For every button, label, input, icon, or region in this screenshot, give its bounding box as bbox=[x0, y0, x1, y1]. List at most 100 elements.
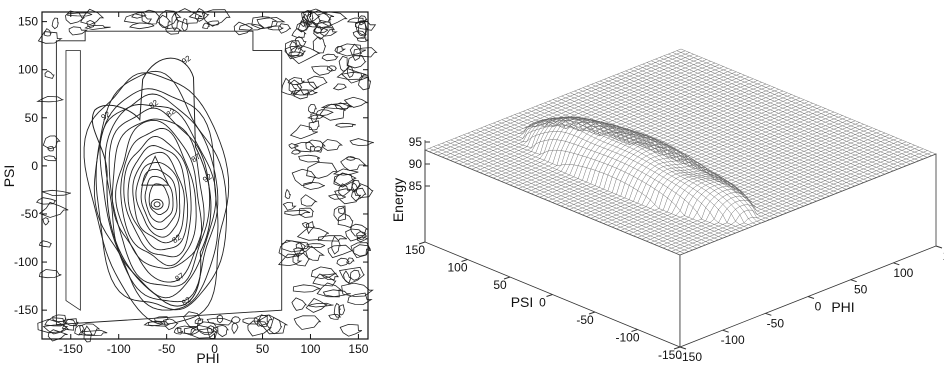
noise-contour bbox=[347, 54, 367, 69]
noise-contour bbox=[288, 143, 299, 149]
noise-contour bbox=[308, 104, 317, 114]
noise-contour bbox=[217, 324, 229, 338]
noise-contour bbox=[291, 28, 307, 38]
mesh-line-phi bbox=[642, 63, 898, 170]
noise-contour bbox=[298, 207, 315, 218]
noise-contour bbox=[61, 318, 78, 331]
noise-contour bbox=[251, 16, 278, 30]
noise-contour bbox=[346, 257, 355, 265]
noise-contour bbox=[349, 138, 374, 147]
contour-value-label: 92 bbox=[180, 53, 193, 66]
phi-tick-label: -150 bbox=[678, 350, 702, 364]
mesh-line-phi bbox=[471, 131, 727, 237]
noise-contour bbox=[313, 25, 323, 35]
noise-contour bbox=[351, 179, 362, 192]
mesh-line-phi bbox=[604, 79, 860, 185]
noise-contour bbox=[308, 20, 319, 28]
noise-contour bbox=[183, 311, 202, 328]
x-tick-label: -150 bbox=[59, 342, 83, 356]
psi-tick-label: 150 bbox=[405, 243, 425, 257]
noise-contour bbox=[337, 206, 346, 215]
y-axis-label: PSI bbox=[1, 165, 17, 188]
noise-contour bbox=[338, 304, 346, 316]
noise-contour bbox=[343, 270, 352, 284]
contour-line bbox=[140, 168, 178, 231]
mesh-line-phi bbox=[638, 65, 894, 172]
mesh-line-phi bbox=[680, 48, 937, 155]
noise-contour bbox=[74, 324, 86, 336]
x-tick-label: 0 bbox=[211, 342, 218, 356]
mesh-line-phi bbox=[655, 58, 911, 165]
noise-contour bbox=[331, 235, 341, 255]
psi-tick-label: 100 bbox=[447, 261, 467, 275]
mesh-line-phi bbox=[523, 111, 779, 217]
mesh-line-phi bbox=[531, 107, 787, 214]
noise-contour bbox=[284, 209, 311, 216]
contour-line-92 bbox=[91, 57, 212, 307]
mesh-line-phi bbox=[570, 92, 826, 199]
noise-contour bbox=[188, 10, 210, 20]
mesh-line-phi bbox=[668, 53, 924, 160]
noise-contour bbox=[321, 53, 339, 62]
mesh-line-phi bbox=[676, 50, 932, 156]
outer-contour bbox=[65, 50, 81, 311]
noise-contour bbox=[67, 12, 93, 17]
noise-contour bbox=[37, 31, 63, 44]
box-left-face bbox=[424, 149, 681, 348]
noise-contour bbox=[156, 10, 182, 28]
noise-contour bbox=[305, 245, 325, 261]
noise-contour bbox=[321, 139, 343, 151]
y-tick-label: 100 bbox=[18, 63, 38, 77]
noise-contour bbox=[306, 12, 314, 26]
z-tick-label: 95 bbox=[409, 135, 423, 149]
noise-contour bbox=[350, 242, 371, 259]
noise-contour bbox=[171, 12, 180, 31]
mesh-line-phi bbox=[454, 137, 710, 244]
psi-tick-mark bbox=[588, 311, 596, 315]
contour-line bbox=[111, 118, 205, 283]
noise-contour bbox=[141, 9, 161, 25]
noise-contour bbox=[338, 55, 350, 72]
x-tick-label: -100 bbox=[107, 342, 131, 356]
contour-value-label: 82 bbox=[165, 106, 178, 119]
mesh-line-phi bbox=[672, 52, 928, 158]
contour-line bbox=[135, 162, 181, 238]
mesh-line-phi bbox=[459, 136, 715, 242]
local-contour bbox=[141, 155, 170, 186]
noise-contour bbox=[346, 156, 357, 161]
noise-contour bbox=[334, 188, 362, 205]
y-tick-label: 0 bbox=[31, 159, 38, 173]
contour-line bbox=[93, 88, 219, 311]
noise-contour bbox=[294, 141, 316, 153]
mesh-line-phi bbox=[467, 132, 723, 239]
mesh-line-phi bbox=[587, 85, 843, 192]
noise-contour bbox=[301, 222, 310, 228]
phi-tick-label: -100 bbox=[721, 333, 745, 347]
noise-contour bbox=[339, 323, 363, 337]
y-tick-label: 50 bbox=[25, 111, 39, 125]
noise-contour bbox=[206, 325, 219, 339]
mesh-line-phi bbox=[510, 116, 766, 222]
mesh-line-phi bbox=[599, 80, 855, 187]
noise-contour bbox=[306, 161, 338, 179]
noise-contour bbox=[173, 327, 184, 335]
noise-contour bbox=[43, 155, 58, 162]
noise-contour bbox=[347, 292, 373, 305]
mesh-line-phi bbox=[446, 141, 702, 247]
contour-value-label: 82 bbox=[170, 232, 183, 245]
contour-line bbox=[95, 70, 228, 311]
contour-lines bbox=[36, 7, 378, 343]
psi-tick-mark bbox=[461, 259, 468, 262]
phi-tick-mark bbox=[893, 262, 900, 266]
noise-contour bbox=[269, 316, 283, 335]
noise-contour bbox=[277, 253, 303, 267]
z-tick-label: 85 bbox=[409, 179, 423, 193]
noise-contour bbox=[158, 14, 172, 29]
noise-contour bbox=[317, 11, 348, 27]
contour-value-label: 87 bbox=[173, 271, 186, 284]
psi-tick-mark bbox=[418, 241, 426, 245]
noise-contour bbox=[68, 26, 88, 36]
mesh-line-phi bbox=[476, 129, 732, 236]
noise-contour bbox=[305, 221, 316, 235]
contour-line bbox=[108, 107, 211, 287]
